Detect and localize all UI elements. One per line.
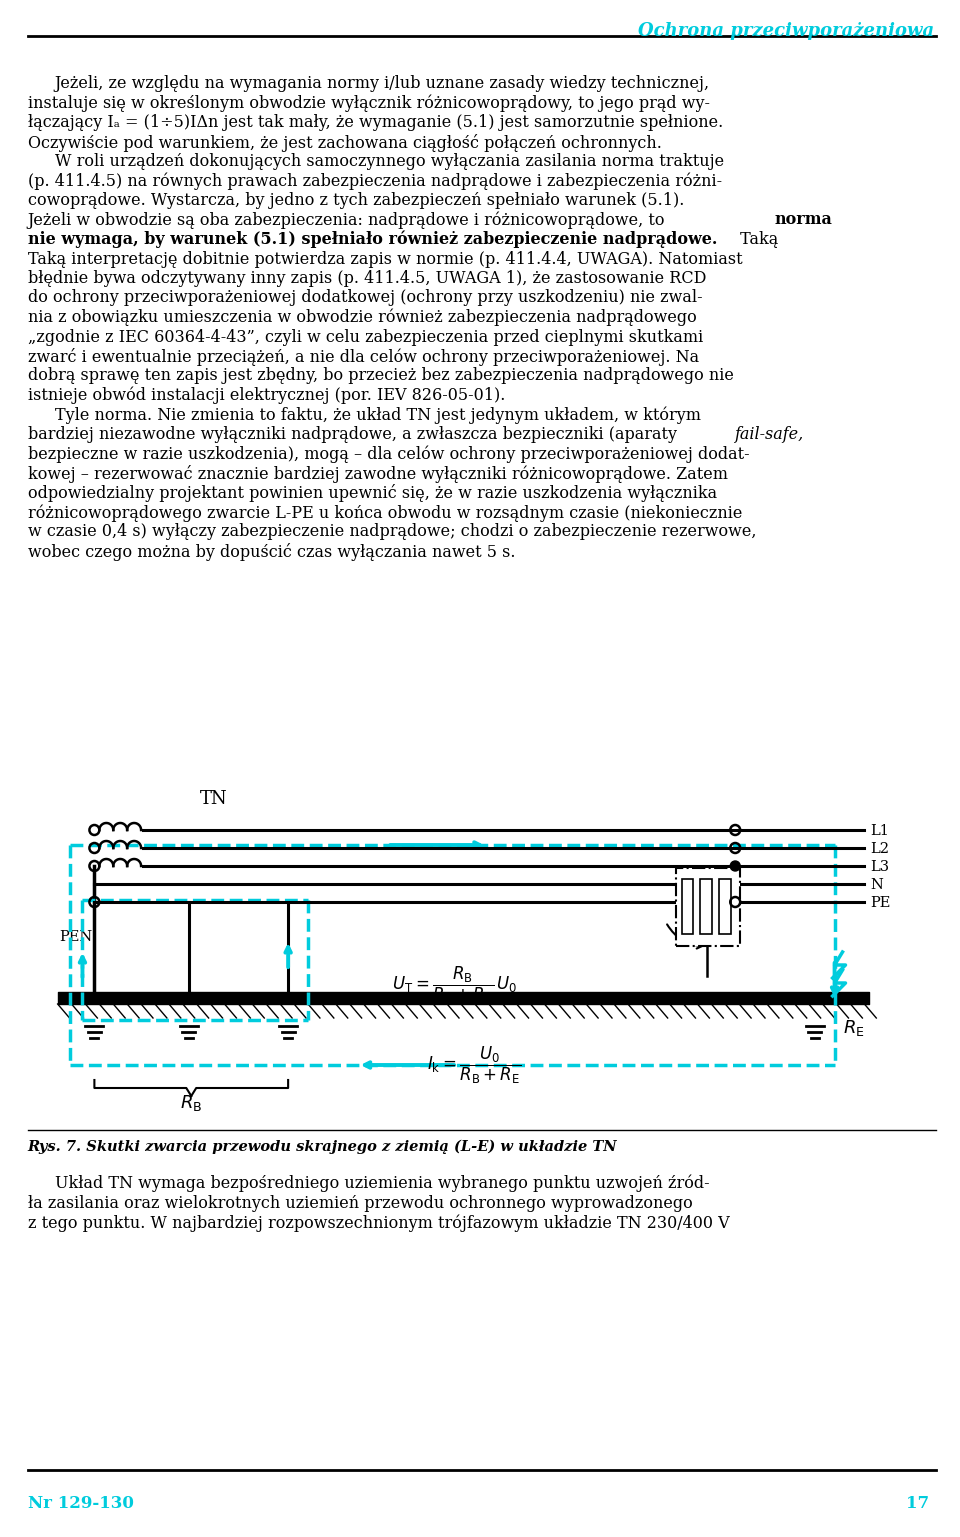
- Text: (p. 411.4.5) na równych prawach zabezpieczenia nadprądowe i zabezpieczenia różni: (p. 411.4.5) na równych prawach zabezpie…: [28, 172, 722, 191]
- Text: $U_{\rm T} = \dfrac{R_{\rm B}}{R_{\rm B} + R_{\rm E}}\,U_0$: $U_{\rm T} = \dfrac{R_{\rm B}}{R_{\rm B}…: [393, 965, 518, 1007]
- Text: Jeżeli, ze względu na wymagania normy i/lub uznane zasady wiedzy technicznej,: Jeżeli, ze względu na wymagania normy i/…: [55, 75, 709, 92]
- Text: ła zasilania oraz wielokrotnych uziemień przewodu ochronnego wyprowadzonego: ła zasilania oraz wielokrotnych uziemień…: [28, 1194, 692, 1211]
- Text: Rys. 7. Skutki zwarcia przewodu skrajnego z ziemią (L-E) w układzie TN: Rys. 7. Skutki zwarcia przewodu skrajneg…: [28, 1140, 617, 1154]
- Text: dobrą sprawę ten zapis jest zbędny, bo przecież bez zabezpieczenia nadprądowego : dobrą sprawę ten zapis jest zbędny, bo p…: [28, 367, 733, 384]
- Text: N: N: [871, 878, 883, 891]
- Text: Jeżeli w obwodzie są oba zabezpieczenia: nadprądowe i różnicowoprądowe, to: Jeżeli w obwodzie są oba zabezpieczenia:…: [28, 212, 670, 229]
- Text: cowoprądowe. Wystarcza, by jedno z tych zabezpieczeń spełniało warunek (5.1).: cowoprądowe. Wystarcza, by jedno z tych …: [28, 192, 684, 209]
- FancyBboxPatch shape: [676, 868, 740, 945]
- Text: zwarć i ewentualnie przeciążeń, a nie dla celów ochrony przeciwporażeniowej. Na: zwarć i ewentualnie przeciążeń, a nie dl…: [28, 347, 699, 366]
- Text: W roli urządzeń dokonujących samoczynnego wyłączania zasilania norma traktuje: W roli urządzeń dokonujących samoczynneg…: [55, 154, 724, 171]
- Text: z tego punktu. W najbardziej rozpowszechnionym trójfazowym układzie TN 230/400 V: z tego punktu. W najbardziej rozpowszech…: [28, 1214, 730, 1231]
- Text: wobec czego można by dopuścić czas wyłączania nawet 5 s.: wobec czego można by dopuścić czas wyłąc…: [28, 543, 516, 561]
- Text: $R_{\rm E}$: $R_{\rm E}$: [843, 1017, 864, 1037]
- Text: istnieje obwód instalacji elektrycznej (por. IEV 826-05-01).: istnieje obwód instalacji elektrycznej (…: [28, 387, 505, 404]
- Text: TN: TN: [200, 790, 228, 808]
- Text: odpowiedzialny projektant powinien upewnić się, że w razie uszkodzenia wyłącznik: odpowiedzialny projektant powinien upewn…: [28, 484, 717, 503]
- Text: do ochrony przeciwporażeniowej dodatkowej (ochrony przy uszkodzeniu) nie zwal-: do ochrony przeciwporażeniowej dodatkowe…: [28, 289, 703, 306]
- Text: L1: L1: [871, 824, 889, 838]
- Text: różnicowoprądowego zwarcie L-PE u końca obwodu w rozsądnym czasie (niekoniecznie: różnicowoprądowego zwarcie L-PE u końca …: [28, 504, 742, 521]
- Text: fail-safe,: fail-safe,: [735, 426, 804, 443]
- Text: błędnie bywa odczytywany inny zapis (p. 411.4.5, UWAGA 1), że zastosowanie RCD: błędnie bywa odczytywany inny zapis (p. …: [28, 271, 707, 287]
- Text: Taką interpretację dobitnie potwierdza zapis w normie (p. 411.4.4, UWAGA). Natom: Taką interpretację dobitnie potwierdza z…: [28, 251, 742, 267]
- Text: Układ TN wymaga bezpośredniego uziemienia wybranego punktu uzwojeń źród-: Układ TN wymaga bezpośredniego uziemieni…: [55, 1174, 709, 1193]
- Text: L2: L2: [871, 842, 889, 856]
- Text: Oczywiście pod warunkiem, że jest zachowana ciągłość połączeń ochronnych.: Oczywiście pod warunkiem, że jest zachow…: [28, 134, 661, 152]
- Text: „zgodnie z IEC 60364-4-43”, czyli w celu zabezpieczenia przed cieplnymi skutkami: „zgodnie z IEC 60364-4-43”, czyli w celu…: [28, 329, 703, 346]
- Text: w czasie 0,4 s) wyłączy zabezpieczenie nadprądowe; chodzi o zabezpieczenie rezer: w czasie 0,4 s) wyłączy zabezpieczenie n…: [28, 524, 756, 541]
- Text: 17: 17: [906, 1496, 929, 1512]
- Text: bardziej niezawodne wyłączniki nadprądowe, a zwłaszcza bezpieczniki (aparaty: bardziej niezawodne wyłączniki nadprądow…: [28, 426, 682, 443]
- Text: $I_{\rm k} = \dfrac{U_0}{R_{\rm B} + R_{\rm E}}$: $I_{\rm k} = \dfrac{U_0}{R_{\rm B} + R_{…: [427, 1045, 521, 1087]
- Text: Ochrona przeciwporażeniowa: Ochrona przeciwporażeniowa: [637, 22, 934, 40]
- Text: L3: L3: [871, 861, 890, 875]
- Text: norma: norma: [775, 212, 833, 229]
- FancyBboxPatch shape: [719, 879, 732, 934]
- Text: $R_{\rm B}$: $R_{\rm B}$: [180, 1093, 203, 1113]
- Text: PE: PE: [871, 896, 891, 910]
- Text: łączający Iₐ = (1÷5)IΔn jest tak mały, że wymaganie (5.1) jest samorzutnie spełn: łączający Iₐ = (1÷5)IΔn jest tak mały, ż…: [28, 114, 723, 131]
- Text: bezpieczne w razie uszkodzenia), mogą – dla celów ochrony przeciwporażeniowej do: bezpieczne w razie uszkodzenia), mogą – …: [28, 446, 750, 463]
- Text: nia z obowiązku umieszczenia w obwodzie również zabezpieczenia nadprądowego: nia z obowiązku umieszczenia w obwodzie …: [28, 309, 697, 326]
- Text: Tyle norma. Nie zmienia to faktu, że układ TN jest jedynym układem, w którym: Tyle norma. Nie zmienia to faktu, że ukł…: [55, 406, 701, 424]
- FancyBboxPatch shape: [682, 879, 693, 934]
- Text: instaluje się w określonym obwodzie wyłącznik różnicowoprądowy, to jego prąd wy-: instaluje się w określonym obwodzie wyłą…: [28, 94, 709, 112]
- Text: Nr 129-130: Nr 129-130: [28, 1496, 133, 1512]
- Text: Taką: Taką: [735, 231, 779, 247]
- FancyBboxPatch shape: [701, 879, 712, 934]
- Text: PEN: PEN: [60, 930, 93, 944]
- Text: kowej – rezerwować znacznie bardziej zawodne wyłączniki różnicowoprądowe. Zatem: kowej – rezerwować znacznie bardziej zaw…: [28, 466, 728, 483]
- Circle shape: [731, 861, 740, 871]
- Text: nie wymaga, by warunek (5.1) spełniało również zabezpieczenie nadprądowe.: nie wymaga, by warunek (5.1) spełniało r…: [28, 231, 717, 249]
